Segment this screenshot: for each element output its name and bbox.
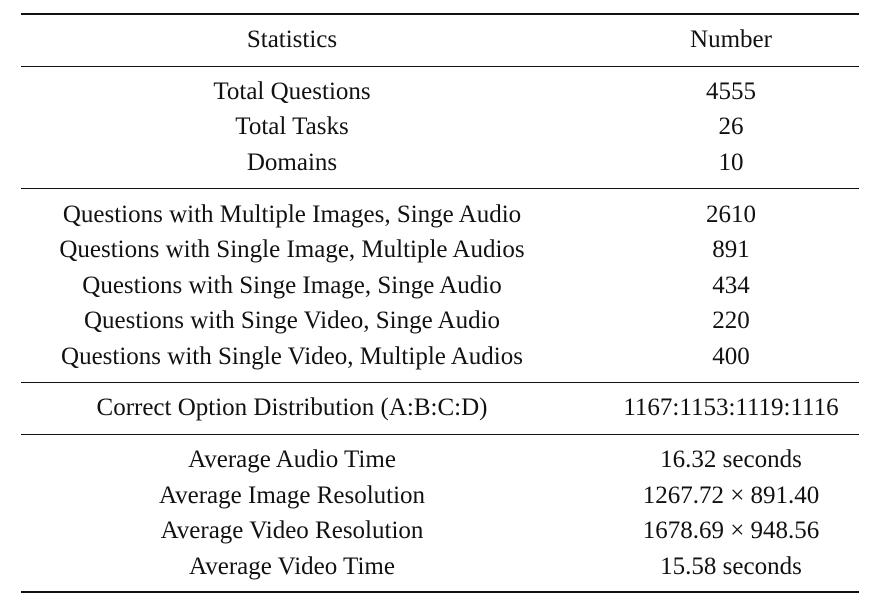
group-3-rule — [21, 434, 859, 435]
row-label: Questions with Singe Image, Singe Audio — [82, 272, 502, 299]
row-label: Correct Option Distribution (A:B:C:D) — [96, 394, 488, 421]
group-2-rule — [21, 382, 859, 383]
header-statistics: Statistics — [246, 26, 338, 53]
row-label: Total Tasks — [235, 113, 349, 140]
row-label: Average Audio Time — [188, 446, 396, 473]
bottom-rule — [21, 591, 859, 593]
row-value: 2610 — [706, 201, 756, 228]
group-1-rule — [21, 188, 859, 189]
row-label: Average Video Resolution — [160, 517, 424, 544]
row-value: 1267.72 × 891.40 — [642, 482, 820, 509]
row-value: 4555 — [706, 78, 756, 105]
row-value: 1678.69 × 948.56 — [642, 517, 820, 544]
row-value: 220 — [712, 307, 750, 334]
row-label: Questions with Singe Video, Singe Audio — [83, 307, 501, 334]
row-label: Total Questions — [213, 78, 371, 105]
row-value: 26 — [718, 113, 744, 140]
row-label: Questions with Single Video, Multiple Au… — [61, 343, 523, 370]
row-value: 400 — [712, 343, 750, 370]
row-label: Average Image Resolution — [158, 482, 426, 509]
row-label: Average Video Time — [189, 553, 395, 580]
header-rule — [21, 66, 859, 67]
top-rule — [21, 13, 859, 15]
row-label: Questions with Multiple Images, Singe Au… — [62, 201, 522, 228]
row-value: 434 — [712, 272, 750, 299]
row-value: 10 — [718, 149, 744, 176]
row-value: 15.58 seconds — [660, 553, 802, 580]
row-label: Domains — [246, 149, 338, 176]
row-value: 891 — [712, 236, 750, 263]
row-label: Questions with Single Image, Multiple Au… — [59, 236, 525, 263]
row-value: 16.32 seconds — [660, 446, 802, 473]
row-value: 1167:1153:1119:1116 — [623, 394, 839, 421]
header-number: Number — [690, 26, 772, 53]
